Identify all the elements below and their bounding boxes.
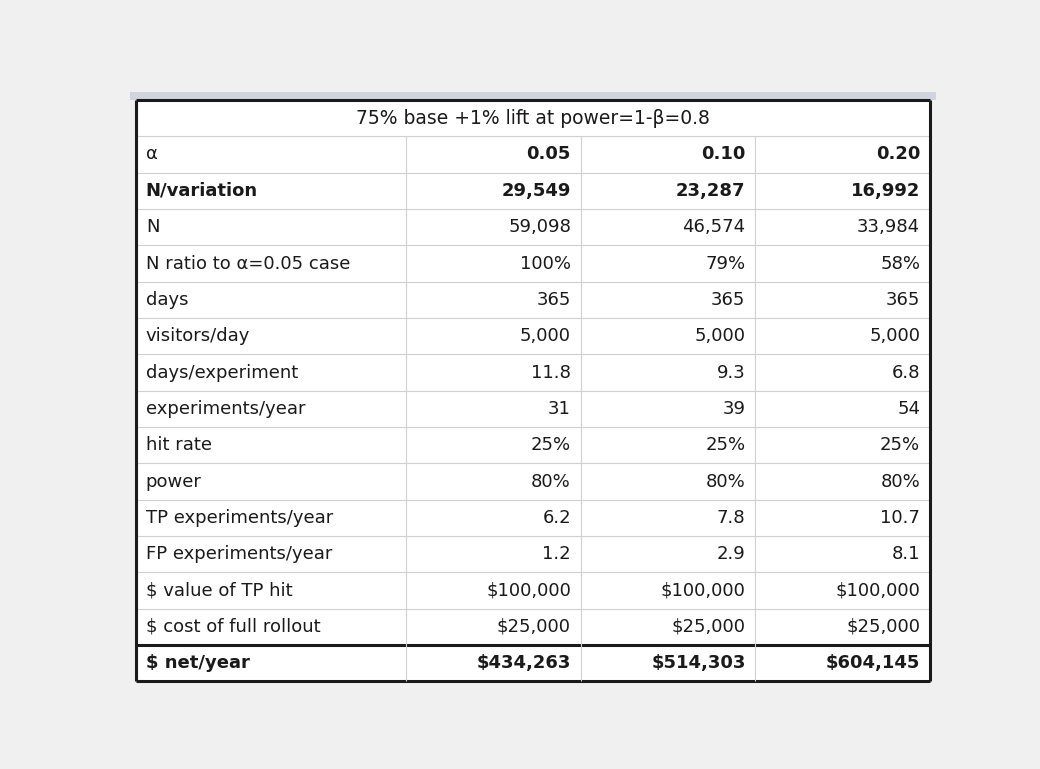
Bar [130, 92, 936, 100]
Text: $604,145: $604,145 [826, 654, 920, 672]
Text: visitors/day: visitors/day [146, 327, 251, 345]
Text: TP experiments/year: TP experiments/year [146, 509, 333, 527]
Text: 25%: 25% [705, 436, 746, 454]
Text: 46,574: 46,574 [682, 218, 746, 236]
Text: 2.9: 2.9 [717, 545, 746, 563]
Text: $25,000: $25,000 [497, 618, 571, 636]
Text: 0.05: 0.05 [526, 145, 571, 164]
Text: 5,000: 5,000 [520, 327, 571, 345]
Text: N ratio to α=0.05 case: N ratio to α=0.05 case [146, 255, 350, 272]
Text: 54: 54 [898, 400, 920, 418]
Text: $25,000: $25,000 [672, 618, 746, 636]
Text: 0.10: 0.10 [701, 145, 746, 164]
Text: 8.1: 8.1 [891, 545, 920, 563]
Text: 365: 365 [711, 291, 746, 309]
Text: $ net/year: $ net/year [146, 654, 250, 672]
Text: FP experiments/year: FP experiments/year [146, 545, 332, 563]
Text: 9.3: 9.3 [717, 364, 746, 381]
Text: 58%: 58% [880, 255, 920, 272]
Text: N/variation: N/variation [146, 181, 258, 200]
Text: $ value of TP hit: $ value of TP hit [146, 581, 292, 600]
Text: 7.8: 7.8 [717, 509, 746, 527]
Text: 23,287: 23,287 [676, 181, 746, 200]
Text: 25%: 25% [530, 436, 571, 454]
Text: 80%: 80% [706, 473, 746, 491]
Text: $514,303: $514,303 [651, 654, 746, 672]
Text: power: power [146, 473, 202, 491]
Text: 6.8: 6.8 [891, 364, 920, 381]
Text: $100,000: $100,000 [660, 581, 746, 600]
Text: $ cost of full rollout: $ cost of full rollout [146, 618, 320, 636]
Text: 79%: 79% [705, 255, 746, 272]
Text: 25%: 25% [880, 436, 920, 454]
Text: 39: 39 [723, 400, 746, 418]
Text: 80%: 80% [881, 473, 920, 491]
Text: 16,992: 16,992 [851, 181, 920, 200]
Text: 365: 365 [537, 291, 571, 309]
Text: 33,984: 33,984 [857, 218, 920, 236]
Text: 0.20: 0.20 [876, 145, 920, 164]
Text: α: α [146, 145, 158, 164]
Text: 5,000: 5,000 [869, 327, 920, 345]
Text: $434,263: $434,263 [476, 654, 571, 672]
Text: 59,098: 59,098 [509, 218, 571, 236]
Text: 75% base +1% lift at power=1-β=0.8: 75% base +1% lift at power=1-β=0.8 [356, 108, 710, 128]
Text: days: days [146, 291, 188, 309]
Text: $100,000: $100,000 [486, 581, 571, 600]
Text: 365: 365 [886, 291, 920, 309]
Text: $25,000: $25,000 [847, 618, 920, 636]
Text: 31: 31 [548, 400, 571, 418]
Text: 5,000: 5,000 [695, 327, 746, 345]
Text: experiments/year: experiments/year [146, 400, 306, 418]
Text: 80%: 80% [531, 473, 571, 491]
Text: $100,000: $100,000 [835, 581, 920, 600]
Text: 100%: 100% [520, 255, 571, 272]
Text: 29,549: 29,549 [501, 181, 571, 200]
Text: hit rate: hit rate [146, 436, 212, 454]
Text: 11.8: 11.8 [531, 364, 571, 381]
Text: 10.7: 10.7 [880, 509, 920, 527]
Text: 6.2: 6.2 [542, 509, 571, 527]
Text: days/experiment: days/experiment [146, 364, 298, 381]
Text: N: N [146, 218, 159, 236]
Text: 1.2: 1.2 [542, 545, 571, 563]
